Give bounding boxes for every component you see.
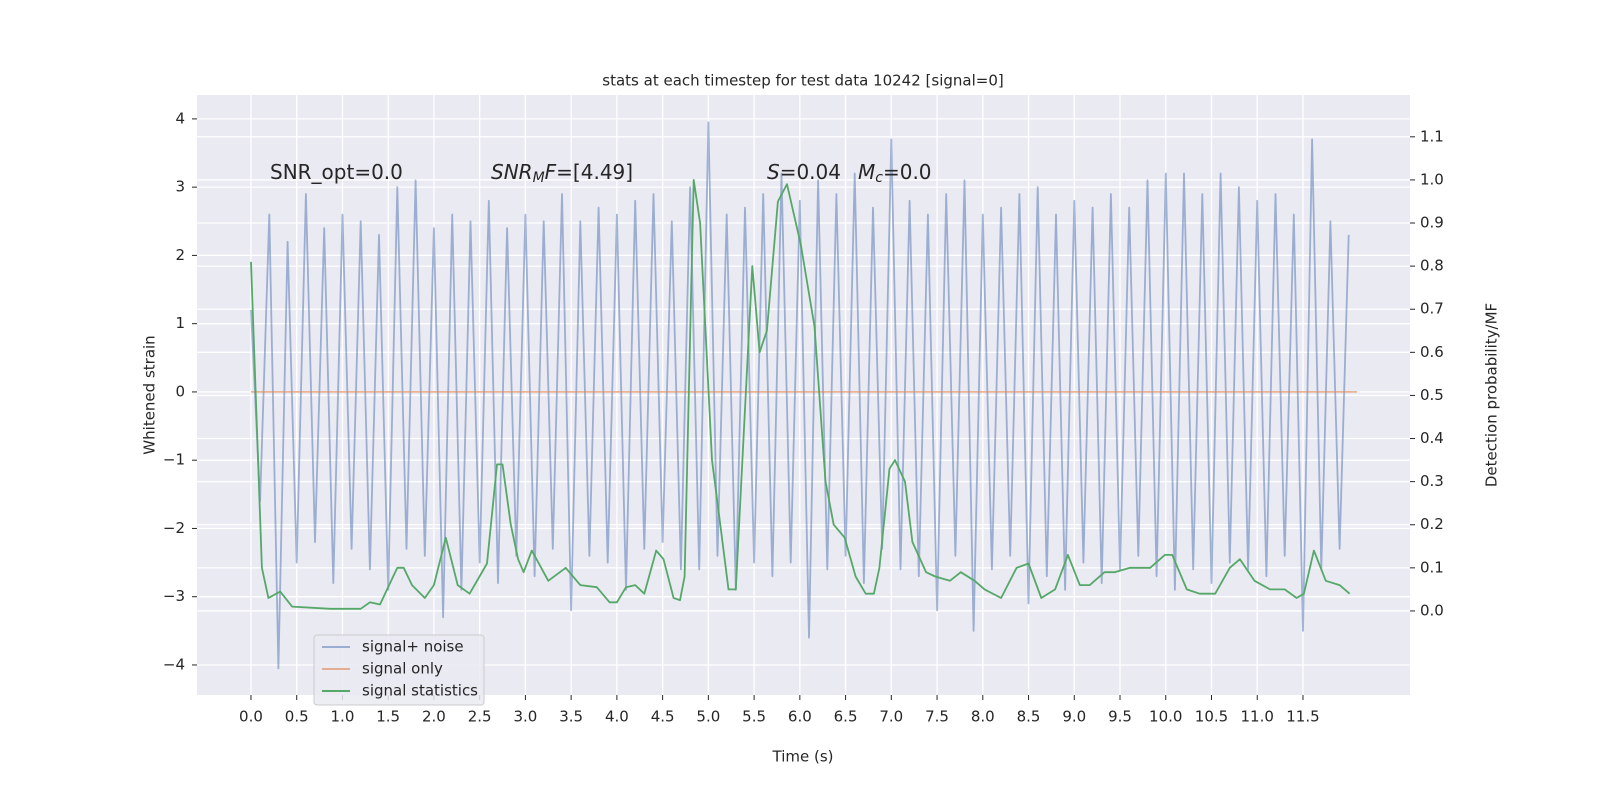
y-axis-label: Whitened strain: [141, 335, 159, 454]
y-tick-label: 2: [175, 246, 185, 264]
x-tick-label: 7.0: [879, 708, 903, 726]
x-tick-label: 6.5: [834, 708, 858, 726]
annotation-part: S: [767, 160, 780, 184]
y2-tick-label: 0.3: [1420, 472, 1444, 490]
y2-tick-label: 0.6: [1420, 343, 1444, 361]
y2-tick-label: 0.5: [1420, 386, 1444, 404]
legend-label: signal+ noise: [362, 638, 464, 656]
x-tick-label: 0.5: [285, 708, 309, 726]
y-tick-label: −3: [163, 587, 185, 605]
x-tick-label: 8.5: [1017, 708, 1041, 726]
x-tick-label: 8.0: [971, 708, 995, 726]
legend-box: [313, 634, 485, 706]
y2-tick-label: 0.1: [1420, 558, 1444, 576]
series-line: [250, 121, 1350, 670]
x-tick-label: 10.0: [1149, 708, 1182, 726]
x-tick-label: 5.0: [696, 708, 720, 726]
annotation-part: =0.04: [780, 160, 841, 184]
x-tick-label: 2.0: [422, 708, 446, 726]
x-tick-label: 2.5: [468, 708, 492, 726]
y2-tick-label: 0.4: [1420, 429, 1444, 447]
y2-axis-label: Detection probability/MF: [1483, 303, 1501, 487]
annotation: SNR_opt=0.0: [270, 160, 403, 184]
y2-tick-label: 1.1: [1420, 127, 1444, 145]
y2-tick-label: 0.9: [1420, 214, 1444, 232]
x-tick-label: 10.5: [1195, 708, 1228, 726]
y-tick-label: 0: [175, 382, 185, 400]
annotation-part: c: [875, 170, 883, 186]
annotation-part: M: [533, 170, 545, 186]
annotation: S=0.04: [767, 160, 841, 184]
x-tick-label: 4.0: [605, 708, 629, 726]
y-tick-label: −2: [163, 519, 185, 537]
x-tick-label: 9.0: [1062, 708, 1086, 726]
legend-label: signal only: [362, 660, 443, 678]
annotation: SNRMF=[4.49]: [491, 160, 633, 187]
series-line: [250, 179, 1351, 610]
annotation-part: SNR: [491, 160, 533, 184]
annotation-part: =[4.49]: [556, 160, 633, 184]
y-tick-label: 4: [175, 109, 185, 127]
y2-tick-label: 0.0: [1420, 601, 1444, 619]
y2-tick-label: 1.0: [1420, 170, 1444, 188]
x-tick-label: 1.5: [376, 708, 400, 726]
x-tick-label: 4.5: [651, 708, 675, 726]
x-tick-label: 1.0: [331, 708, 355, 726]
y2-tick-label: 0.2: [1420, 515, 1444, 533]
x-tick-label: 5.5: [742, 708, 766, 726]
x-tick-label: 6.0: [788, 708, 812, 726]
annotation: Mc=0.0: [858, 160, 932, 187]
legend-label: signal statistics: [362, 682, 478, 700]
y2-tick-label: 0.7: [1420, 300, 1444, 318]
x-axis-label: Time (s): [772, 748, 834, 766]
chart-title: stats at each timestep for test data 102…: [602, 72, 1003, 90]
y-tick-label: −1: [163, 451, 185, 469]
x-tick-label: 0.0: [239, 708, 263, 726]
y-tick-label: −4: [163, 655, 185, 673]
y2-tick-label: 0.8: [1420, 257, 1444, 275]
x-tick-label: 3.5: [559, 708, 583, 726]
x-tick-label: 11.5: [1286, 708, 1319, 726]
x-tick-label: 11.0: [1241, 708, 1274, 726]
y-tick-label: 3: [175, 178, 185, 196]
annotation-part: SNR_opt=0.0: [270, 160, 403, 184]
x-tick-label: 9.5: [1108, 708, 1132, 726]
annotation-part: =0.0: [883, 160, 932, 184]
x-tick-label: 3.0: [513, 708, 537, 726]
annotation-part: F: [545, 160, 557, 184]
y-tick-label: 1: [175, 314, 185, 332]
x-tick-label: 7.5: [925, 708, 949, 726]
annotation-part: M: [858, 160, 875, 184]
